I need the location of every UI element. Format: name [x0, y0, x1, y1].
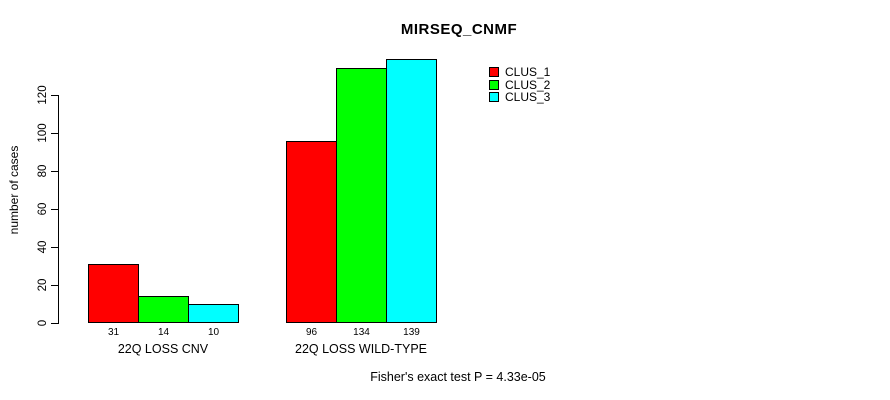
- y-tick-label: 0: [37, 319, 49, 327]
- x-category-label: 22Q LOSS CNV: [117, 342, 209, 356]
- chart-title: MIRSEQ_CNMF: [400, 21, 518, 38]
- y-tick-label: 60: [37, 202, 49, 216]
- y-tick-mark: [51, 247, 58, 248]
- bar-clus_3-group2: [386, 59, 437, 323]
- y-tick-label: 40: [37, 240, 49, 254]
- bar-clus_2-group1: [138, 296, 189, 323]
- y-tick-mark: [51, 209, 58, 210]
- legend-item: CLUS_1: [489, 65, 551, 79]
- y-tick-mark: [51, 285, 58, 286]
- y-axis-line: [58, 95, 59, 324]
- legend-label: CLUS_3: [505, 90, 551, 104]
- bar-clus_2-group2: [336, 68, 387, 323]
- y-tick-mark: [51, 323, 58, 324]
- legend-swatch-clus_2: [489, 79, 499, 90]
- bar-value-label: 96: [305, 327, 318, 338]
- bar-value-label: 10: [207, 327, 220, 338]
- legend-item: CLUS_3: [489, 90, 551, 104]
- y-axis-label: number of cases: [7, 145, 21, 235]
- y-tick-label: 20: [37, 278, 49, 292]
- bar-value-label: 14: [157, 327, 170, 338]
- legend-label: CLUS_1: [505, 65, 551, 79]
- y-tick-mark: [51, 95, 58, 96]
- stat-annotation: Fisher's exact test P = 4.33e-05: [370, 370, 546, 384]
- bar-value-label: 134: [353, 327, 370, 338]
- legend-item: CLUS_2: [489, 77, 551, 92]
- bar-clus_1-group2: [286, 141, 337, 323]
- bar-value-label: 139: [403, 327, 420, 338]
- bar-value-label: 31: [107, 327, 120, 338]
- y-tick-label: 80: [37, 164, 49, 178]
- y-tick-mark: [51, 171, 58, 172]
- y-tick-mark: [51, 133, 58, 134]
- legend-swatch-clus_1: [489, 67, 499, 77]
- legend-label: CLUS_2: [505, 77, 551, 92]
- bar-clus_1-group1: [88, 264, 139, 323]
- bar-clus_3-group1: [188, 304, 239, 323]
- y-tick-label: 100: [37, 123, 49, 143]
- x-category-label: 22Q LOSS WILD-TYPE: [295, 342, 427, 356]
- y-tick-label: 120: [37, 85, 49, 105]
- legend-swatch-clus_3: [489, 92, 499, 102]
